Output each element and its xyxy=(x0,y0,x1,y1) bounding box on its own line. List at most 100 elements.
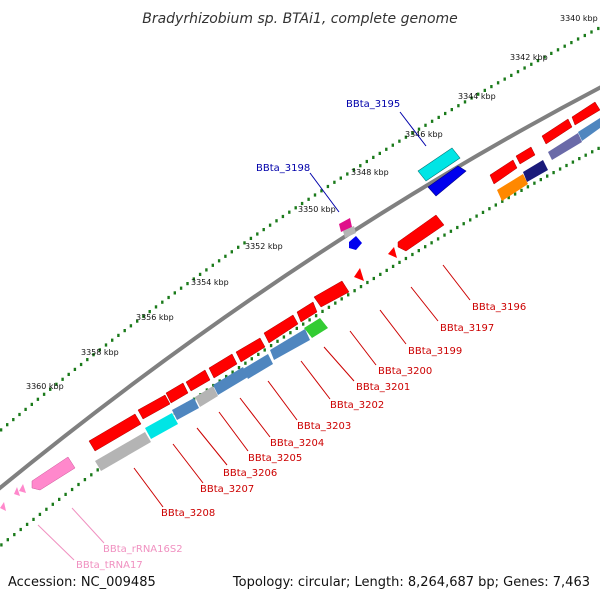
label-bbta-rrna16s2[interactable]: BBta_rRNA16S2 xyxy=(103,544,183,555)
outer-tick-dot xyxy=(378,151,381,155)
label-bbta-3207[interactable]: BBta_3207 xyxy=(200,484,254,495)
gene-bbta-3197[interactable] xyxy=(388,247,397,258)
gene-bbta-3205-red[interactable] xyxy=(208,353,238,379)
gene-right-red-1[interactable] xyxy=(541,118,573,145)
label-bbta-3196[interactable]: BBta_3196 xyxy=(472,302,526,313)
outer-tick-dot xyxy=(391,143,394,147)
gene-bbta-3207-red[interactable] xyxy=(165,382,189,404)
tick-label-3350: 3350 kbp xyxy=(298,205,336,214)
gene-bbta-3206[interactable] xyxy=(195,386,218,407)
label-bbta-3204[interactable]: BBta_3204 xyxy=(270,438,324,449)
inner-tick-dot xyxy=(282,335,286,339)
inner-tick-dot xyxy=(507,196,510,200)
gene-right-red-4[interactable] xyxy=(489,159,518,185)
gene-bbta-3198-gray[interactable] xyxy=(343,226,356,238)
label-bbta-3199[interactable]: BBta_3199 xyxy=(408,346,462,357)
gene-bbta-3207[interactable] xyxy=(172,398,199,420)
gene-bbta-3203-red[interactable] xyxy=(263,314,299,344)
outer-tick-dot xyxy=(597,26,600,31)
outer-tick-dot xyxy=(104,343,108,347)
gene-bbta-3206-red[interactable] xyxy=(185,369,211,392)
inner-tick-dot xyxy=(244,361,247,365)
label-bbta-3197[interactable]: BBta_3197 xyxy=(440,323,494,334)
gene-right-red-2[interactable] xyxy=(571,101,600,126)
gene-bbta-3208-cyan[interactable] xyxy=(145,413,178,439)
outer-tick-dot xyxy=(556,48,560,52)
outer-tick-dot xyxy=(36,397,40,401)
gene-bbta-3201[interactable] xyxy=(296,301,318,323)
label-bbta-3202[interactable]: BBta_3202 xyxy=(330,400,384,411)
gene-right-navy[interactable] xyxy=(523,160,548,182)
gene-bbta-3208-red[interactable] xyxy=(137,394,171,420)
gene-bbta-3205[interactable] xyxy=(213,367,248,395)
label-bbta-3206[interactable]: BBta_3206 xyxy=(223,468,277,479)
label-bbta-3201[interactable]: BBta_3201 xyxy=(356,382,410,393)
label-bbta-3203[interactable]: BBta_3203 xyxy=(297,421,351,432)
gene-bbta-3204[interactable] xyxy=(243,354,273,379)
tick-label-3340: 3340 kbp xyxy=(560,14,598,23)
outer-tick-dot xyxy=(205,268,208,272)
inner-tick-dot xyxy=(58,497,61,501)
label-bbta-3198[interactable]: BBta_3198 xyxy=(256,163,310,174)
label-bbta-3208[interactable]: BBta_3208 xyxy=(161,508,215,519)
inner-tick-dot xyxy=(571,160,575,164)
gene-bbta-rrna16s2[interactable] xyxy=(31,456,76,491)
inner-tick-dot xyxy=(372,276,375,281)
gene-bbta-3198-top[interactable] xyxy=(339,218,352,232)
outer-tick-dot xyxy=(417,127,421,131)
map-title: Bradyrhizobium sp. BTAi1, complete genom… xyxy=(142,11,458,27)
gene-pink-small-b[interactable] xyxy=(0,502,6,511)
gene-bbta-3204-red[interactable] xyxy=(235,337,266,363)
inner-tick-dot xyxy=(597,146,600,150)
inner-tick-dot xyxy=(0,543,3,547)
inner-tick-dot xyxy=(19,527,22,532)
inner-tick-dot xyxy=(314,314,318,318)
outer-tick-dot xyxy=(268,223,272,227)
gene-bbta-3195[interactable] xyxy=(417,147,461,182)
label-bbta-3195[interactable]: BBta_3195 xyxy=(346,99,400,110)
label-bbta-trna17[interactable]: BBta_tRNA17 xyxy=(76,560,143,571)
gene-bbta-3198[interactable] xyxy=(349,236,362,250)
outer-tick-dot xyxy=(73,367,77,371)
gene-right-slate[interactable] xyxy=(548,133,582,160)
gene-bbta-3196[interactable] xyxy=(397,214,445,252)
inner-tick-dot xyxy=(494,203,497,207)
gene-right-orange[interactable] xyxy=(497,174,528,201)
inner-tick-dot xyxy=(417,249,420,253)
inner-tick-dot xyxy=(90,473,93,477)
tick-label-3354: 3354 kbp xyxy=(191,278,229,287)
outer-tick-dot xyxy=(79,362,83,367)
inner-tick-dot xyxy=(520,188,523,192)
inner-tick-dot xyxy=(96,468,99,472)
label-bbta-3205[interactable]: BBta_3205 xyxy=(248,453,302,464)
gene-right-red-3[interactable] xyxy=(515,146,536,165)
label-bbta-3200[interactable]: BBta_3200 xyxy=(378,366,432,377)
outer-tick-dot xyxy=(523,66,526,70)
gene-bbta-3208[interactable] xyxy=(95,432,151,471)
inner-tick-dot xyxy=(353,289,356,293)
outer-tick-dot xyxy=(320,189,323,193)
outer-tick-dot xyxy=(67,372,70,376)
gene-bbta-3199[interactable] xyxy=(354,268,364,281)
outer-tick-dot xyxy=(543,55,546,59)
tick-label-3344: 3344 kbp xyxy=(458,92,496,101)
inner-tick-dot xyxy=(481,210,485,214)
inner-tick-dot xyxy=(526,185,530,189)
gene-bbta-3195-partner[interactable] xyxy=(427,165,467,197)
inner-tick-dot xyxy=(38,512,42,516)
outer-tick-dot xyxy=(490,85,493,89)
inner-tick-dot xyxy=(340,297,343,301)
outer-tick-dot xyxy=(516,70,520,74)
gene-bbta-3202[interactable] xyxy=(304,318,328,338)
gene-bbta-3203[interactable] xyxy=(270,329,310,360)
gene-bbta-trna17[interactable] xyxy=(19,484,26,493)
gene-left-red-long[interactable] xyxy=(88,413,142,452)
inner-tick-dot xyxy=(546,174,549,178)
gene-right-steel[interactable] xyxy=(578,118,600,141)
gene-pink-small-a[interactable] xyxy=(14,487,20,496)
outer-tick-dot xyxy=(136,319,139,323)
outer-tick-dot xyxy=(398,139,401,143)
gene-bbta-3200[interactable] xyxy=(313,280,350,308)
outer-tick-dot xyxy=(411,131,414,135)
summary-text: Topology: circular; Length: 8,264,687 bp… xyxy=(232,575,590,590)
